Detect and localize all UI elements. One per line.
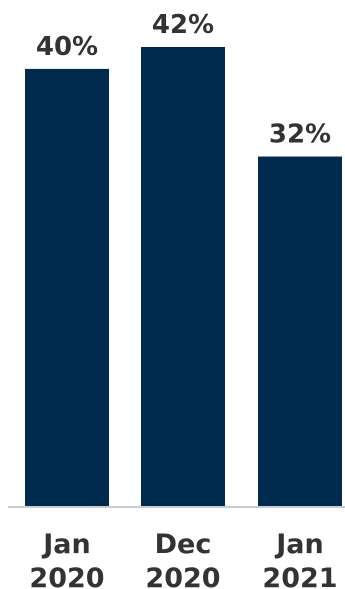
category-label-0-line-1: 2020 [29, 563, 104, 589]
category-label-1-line-1: 2020 [145, 563, 220, 589]
category-labels-group: Jan 2020 Dec 2020 Jan 2021 [29, 529, 337, 589]
bar-1 [141, 47, 225, 507]
category-label-0-line-0: Jan [41, 529, 91, 560]
category-label-2-line-0: Jan [274, 529, 324, 560]
value-labels-group: 40% 42% 32% [36, 10, 331, 150]
value-label-0: 40% [36, 32, 98, 62]
value-label-1: 42% [152, 10, 214, 40]
value-label-2: 32% [269, 120, 331, 150]
bars-group [25, 47, 342, 508]
bar-2 [258, 156, 342, 507]
bar-0 [25, 68, 109, 508]
category-label-2-line-1: 2021 [262, 563, 337, 589]
category-label-1-line-0: Dec [155, 529, 212, 560]
